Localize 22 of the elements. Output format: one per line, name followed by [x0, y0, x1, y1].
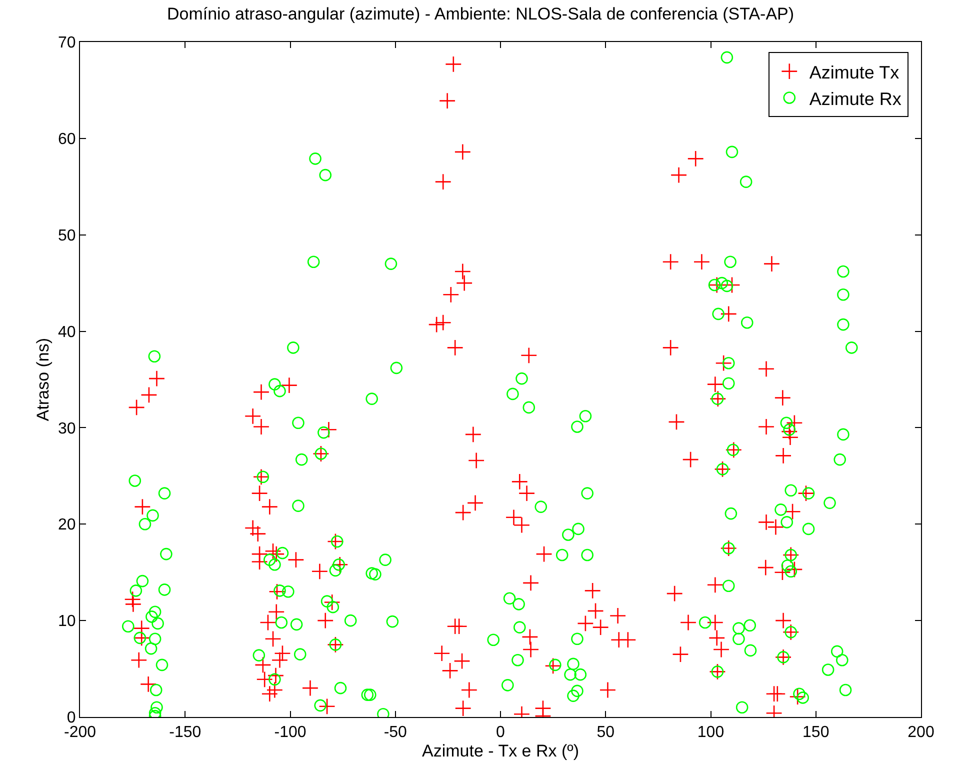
- x-tick-label: 150: [802, 724, 830, 742]
- x-tick-label: 50: [596, 724, 615, 742]
- y-tick-label: 40: [58, 324, 76, 341]
- x-tick-label: -200: [64, 724, 96, 742]
- y-tick-label: 0: [66, 710, 76, 727]
- y-tick-label: 10: [58, 613, 76, 630]
- y-tick-label: 60: [58, 131, 76, 148]
- y-axis-title: Atraso (ns): [34, 338, 53, 422]
- x-tick-label: 100: [697, 724, 724, 742]
- x-tick-label: 200: [908, 724, 934, 742]
- x-tick-label: -100: [274, 724, 306, 742]
- x-axis-title: Azimute - Tx e Rx (º): [422, 742, 580, 761]
- legend-label: Azimute Rx: [809, 88, 902, 109]
- x-tick-label: -150: [169, 724, 202, 742]
- y-tick-label: 30: [58, 420, 76, 438]
- y-tick-label: 70: [58, 34, 76, 52]
- y-tick-label: 20: [58, 516, 76, 534]
- legend-label: Azimute Tx: [809, 62, 900, 82]
- chart-title: Domínio atraso-angular (azimute) - Ambiente: NLOS-Sala de conferencia (STA-AP): [166, 4, 794, 24]
- x-tick-label: -50: [384, 724, 408, 742]
- y-tick-label: 50: [58, 227, 76, 244]
- x-tick-label: 0: [496, 724, 506, 742]
